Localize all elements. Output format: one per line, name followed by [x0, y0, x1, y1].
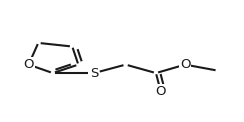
Text: O: O [180, 58, 190, 71]
Text: O: O [23, 58, 34, 71]
Text: S: S [90, 67, 98, 80]
Text: O: O [156, 85, 166, 98]
